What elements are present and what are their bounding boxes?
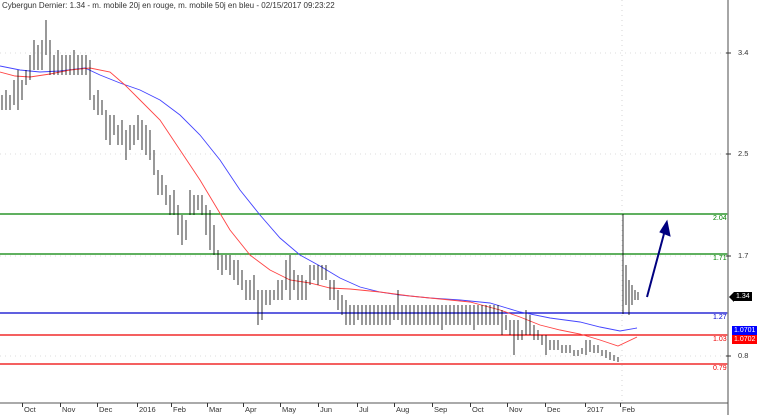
x-tick-label: Jun <box>320 405 333 414</box>
level-label: 1.03 <box>713 336 727 343</box>
x-tick-mark <box>137 403 138 407</box>
price-tag-arrow <box>729 292 734 302</box>
x-tick-label: May <box>282 405 297 414</box>
y-tick-label: 1.7 <box>738 251 749 260</box>
x-tick-mark <box>97 403 98 407</box>
x-tick-mark <box>207 403 208 407</box>
gridlines <box>0 0 728 403</box>
level-lines <box>0 213 728 365</box>
x-tick-label: Oct <box>24 405 36 414</box>
ma50-line <box>0 65 638 332</box>
ma20-line <box>0 67 638 347</box>
x-tick-label: Nov <box>62 405 76 414</box>
x-tick-label: Oct <box>472 405 484 414</box>
x-tick-mark <box>318 403 319 407</box>
x-tick-mark <box>22 403 23 407</box>
x-tick-mark <box>545 403 546 407</box>
y-tick-label: 3.4 <box>738 48 749 57</box>
x-tick-mark <box>585 403 586 407</box>
x-tick-mark <box>60 403 61 407</box>
up-arrow-annotation <box>646 219 671 298</box>
ma50-value-tag: 1.0701 <box>732 326 758 335</box>
x-tick-mark <box>243 403 244 407</box>
y-tick-label: 0.8 <box>738 351 749 360</box>
x-tick-label: Dec <box>547 405 561 414</box>
x-tick-label: Mar <box>209 405 222 414</box>
x-tick-label: 2016 <box>139 405 156 414</box>
x-tick-label: Jul <box>359 405 369 414</box>
x-tick-mark <box>280 403 281 407</box>
chart-title: Cybergun Dernier: 1.34 - m. mobile 20j e… <box>2 1 335 10</box>
y-tick-label: 2.5 <box>738 149 749 158</box>
level-label: 2.04 <box>713 215 727 222</box>
level-label: 0.79 <box>713 365 727 372</box>
price-bars <box>1 20 639 362</box>
x-tick-mark <box>620 403 621 407</box>
x-tick-label: Feb <box>173 405 186 414</box>
x-tick-mark <box>171 403 172 407</box>
x-tick-label: 2017 <box>587 405 604 414</box>
x-tick-label: Aug <box>396 405 410 414</box>
x-tick-mark <box>507 403 508 407</box>
x-tick-label: Sep <box>434 405 448 414</box>
x-tick-mark <box>470 403 471 407</box>
x-tick-label: Nov <box>509 405 523 414</box>
x-tick-label: Apr <box>245 405 257 414</box>
x-tick-mark <box>394 403 395 407</box>
x-tick-mark <box>432 403 433 407</box>
level-label: 1.71 <box>713 255 727 262</box>
ma20-value-tag: 1.0702 <box>732 335 758 344</box>
last-price-tag: 1.34 <box>734 292 752 301</box>
level-label: 1.27 <box>713 314 727 321</box>
x-tick-label: Feb <box>622 405 635 414</box>
x-tick-label: Dec <box>99 405 113 414</box>
x-tick-mark <box>357 403 358 407</box>
